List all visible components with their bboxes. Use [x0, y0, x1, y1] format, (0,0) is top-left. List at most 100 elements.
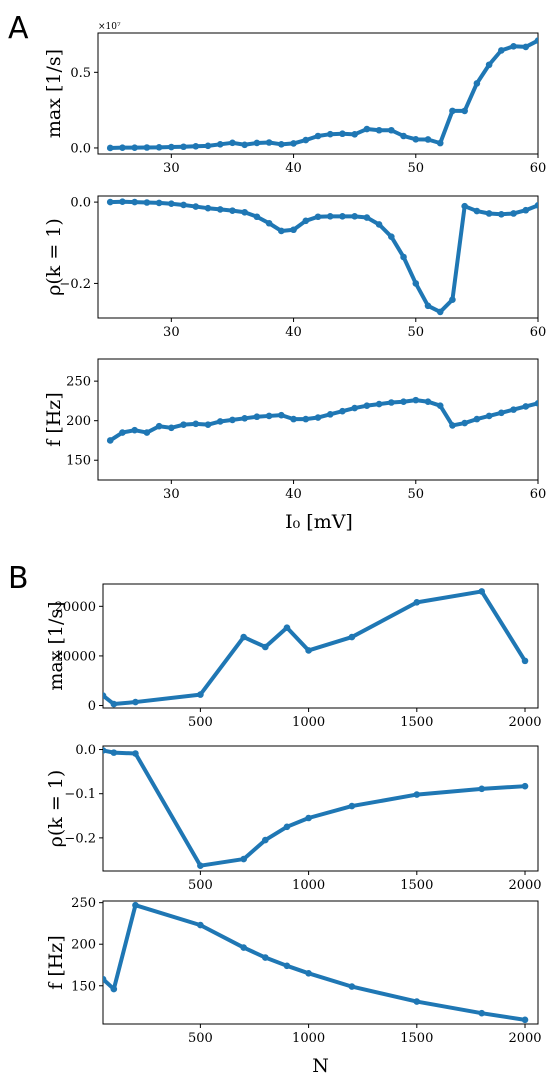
- data-point: [339, 213, 346, 220]
- data-point: [412, 136, 420, 143]
- data-point: [375, 126, 383, 134]
- data-point: [412, 396, 420, 404]
- x-tick-label: 60: [530, 487, 547, 502]
- data-point: [253, 213, 261, 221]
- data-point: [143, 199, 151, 206]
- data-point: [290, 226, 297, 234]
- data-point: [400, 132, 407, 140]
- data-point: [413, 599, 421, 606]
- data-point: [351, 131, 358, 138]
- x-tick-label: 50: [408, 487, 425, 502]
- data-point: [241, 141, 248, 149]
- x-tick-label: 60: [530, 325, 547, 340]
- data-point: [424, 398, 432, 406]
- x-tick-label: 1000: [292, 715, 325, 730]
- x-tick-label: 30: [163, 325, 180, 340]
- y-tick-label: 150: [71, 979, 96, 994]
- data-point: [534, 202, 538, 209]
- data-point: [522, 206, 530, 214]
- data-point: [498, 211, 505, 218]
- data-point: [485, 61, 493, 69]
- series-line: [103, 748, 528, 868]
- x-tick-label: 1500: [400, 715, 433, 730]
- data-point: [132, 698, 139, 706]
- data-point: [278, 411, 285, 419]
- panel-label-a: A: [8, 11, 29, 46]
- x-tick-label: 40: [285, 487, 302, 502]
- x-tick-label: 1000: [292, 1031, 325, 1046]
- data-point: [449, 422, 456, 429]
- data-point: [155, 199, 163, 207]
- subplot: 30 40 50 60 0.0 0.5 ×10⁷ max [1/s]: [43, 22, 546, 176]
- subplot-area: 30 40 50 60 0.0 0.5 ×10⁷ max [1/s] 30 40 50 60 0.0 −0…: [43, 22, 546, 1076]
- x-tick-label: 50: [408, 325, 425, 340]
- data-point: [388, 126, 395, 134]
- data-point: [363, 402, 371, 409]
- data-point: [131, 144, 138, 151]
- data-point: [283, 624, 291, 631]
- data-point: [103, 747, 107, 754]
- data-point: [473, 415, 481, 423]
- data-point: [106, 144, 114, 152]
- series-line: [103, 589, 528, 707]
- data-point: [478, 785, 486, 793]
- data-point: [192, 142, 200, 150]
- data-point: [314, 414, 322, 421]
- series-line: [103, 903, 528, 1022]
- data-point: [461, 202, 468, 210]
- x-tick-label: 30: [163, 487, 180, 502]
- data-point: [473, 207, 481, 215]
- y-tick-label: 20000: [55, 600, 96, 615]
- data-point: [449, 296, 456, 304]
- y-axis-label: max [1/s]: [43, 49, 65, 138]
- data-point: [119, 144, 126, 151]
- y-tick-label: 150: [66, 454, 91, 469]
- x-axis-label: N: [312, 1055, 329, 1076]
- data-point: [436, 308, 444, 316]
- x-tick-label: 2000: [508, 878, 541, 893]
- data-point: [106, 198, 114, 206]
- data-point: [485, 412, 493, 420]
- data-point: [510, 406, 517, 413]
- data-point: [253, 413, 261, 421]
- data-point: [326, 130, 334, 138]
- x-tick-label: 50: [408, 161, 425, 176]
- data-point: [302, 136, 310, 144]
- data-point: [155, 144, 163, 151]
- data-point: [302, 217, 310, 225]
- data-point: [436, 139, 444, 147]
- data-point: [461, 107, 468, 115]
- data-point: [498, 47, 505, 54]
- data-point: [265, 412, 273, 420]
- data-point: [204, 421, 212, 428]
- x-tick-label: 30: [163, 161, 180, 176]
- y-tick-label: 200: [71, 938, 96, 953]
- data-point: [348, 983, 356, 990]
- data-point: [305, 814, 312, 822]
- data-point: [302, 415, 310, 423]
- panel-label-b: B: [8, 561, 29, 596]
- data-point: [103, 975, 107, 983]
- data-point: [168, 424, 175, 432]
- series-line: [108, 199, 538, 314]
- data-point: [510, 43, 517, 50]
- y-axis-label: max [1/s]: [45, 601, 67, 690]
- data-point: [262, 643, 269, 651]
- data-point: [521, 1016, 529, 1024]
- data-point: [168, 200, 175, 208]
- data-point: [103, 692, 107, 699]
- data-point: [132, 901, 139, 909]
- data-point: [478, 588, 486, 595]
- y-tick-label: 0.0: [70, 196, 91, 211]
- data-point: [110, 985, 118, 993]
- x-tick-label: 2000: [508, 715, 541, 730]
- axes-frame: [97, 195, 539, 319]
- data-point: [348, 802, 356, 810]
- data-point: [240, 944, 247, 951]
- data-point: [473, 80, 481, 87]
- subplot: 30 40 50 60 0.0 −0.2ρ(k = 1): [43, 195, 547, 340]
- data-point: [413, 998, 421, 1005]
- data-point: [204, 142, 212, 150]
